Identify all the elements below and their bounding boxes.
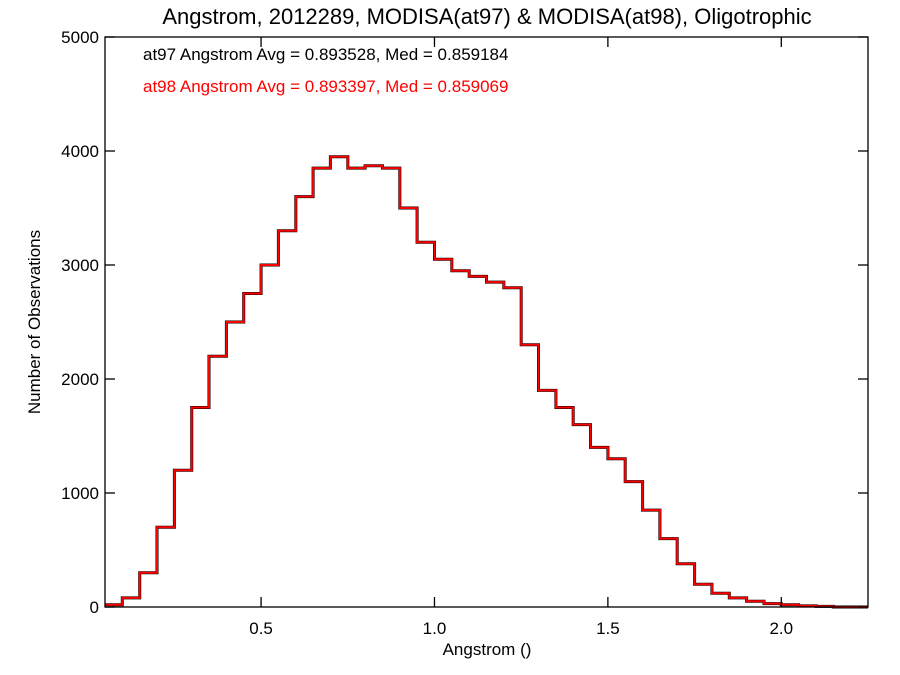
series-line-at98: [105, 155, 868, 608]
y-tick-label: 4000: [61, 142, 99, 161]
x-axis-label: Angstrom (): [443, 640, 532, 659]
chart-title: Angstrom, 2012289, MODISA(at97) & MODISA…: [162, 4, 811, 29]
y-tick-label: 2000: [61, 370, 99, 389]
y-tick-label: 1000: [61, 484, 99, 503]
series-line-at97: [105, 155, 868, 609]
x-tick-label: 1.0: [423, 619, 447, 638]
series-layer: [105, 155, 868, 609]
y-axis-label: Number of Observations: [25, 230, 44, 414]
y-tick-label: 5000: [61, 28, 99, 47]
x-tick-label: 1.5: [596, 619, 620, 638]
annotation-at98: at98 Angstrom Avg = 0.893397, Med = 0.85…: [143, 77, 508, 96]
y-tick-label: 3000: [61, 256, 99, 275]
annotation-at97: at97 Angstrom Avg = 0.893528, Med = 0.85…: [143, 45, 508, 64]
x-tick-label: 2.0: [769, 619, 793, 638]
tick-layer: 0.5 1.0 1.5 2.0 0 1000 2000 3000 4000 5000: [61, 28, 868, 638]
y-tick-label: 0: [90, 598, 99, 617]
plot-frame: [104, 36, 869, 608]
x-tick-label: 0.5: [249, 619, 273, 638]
